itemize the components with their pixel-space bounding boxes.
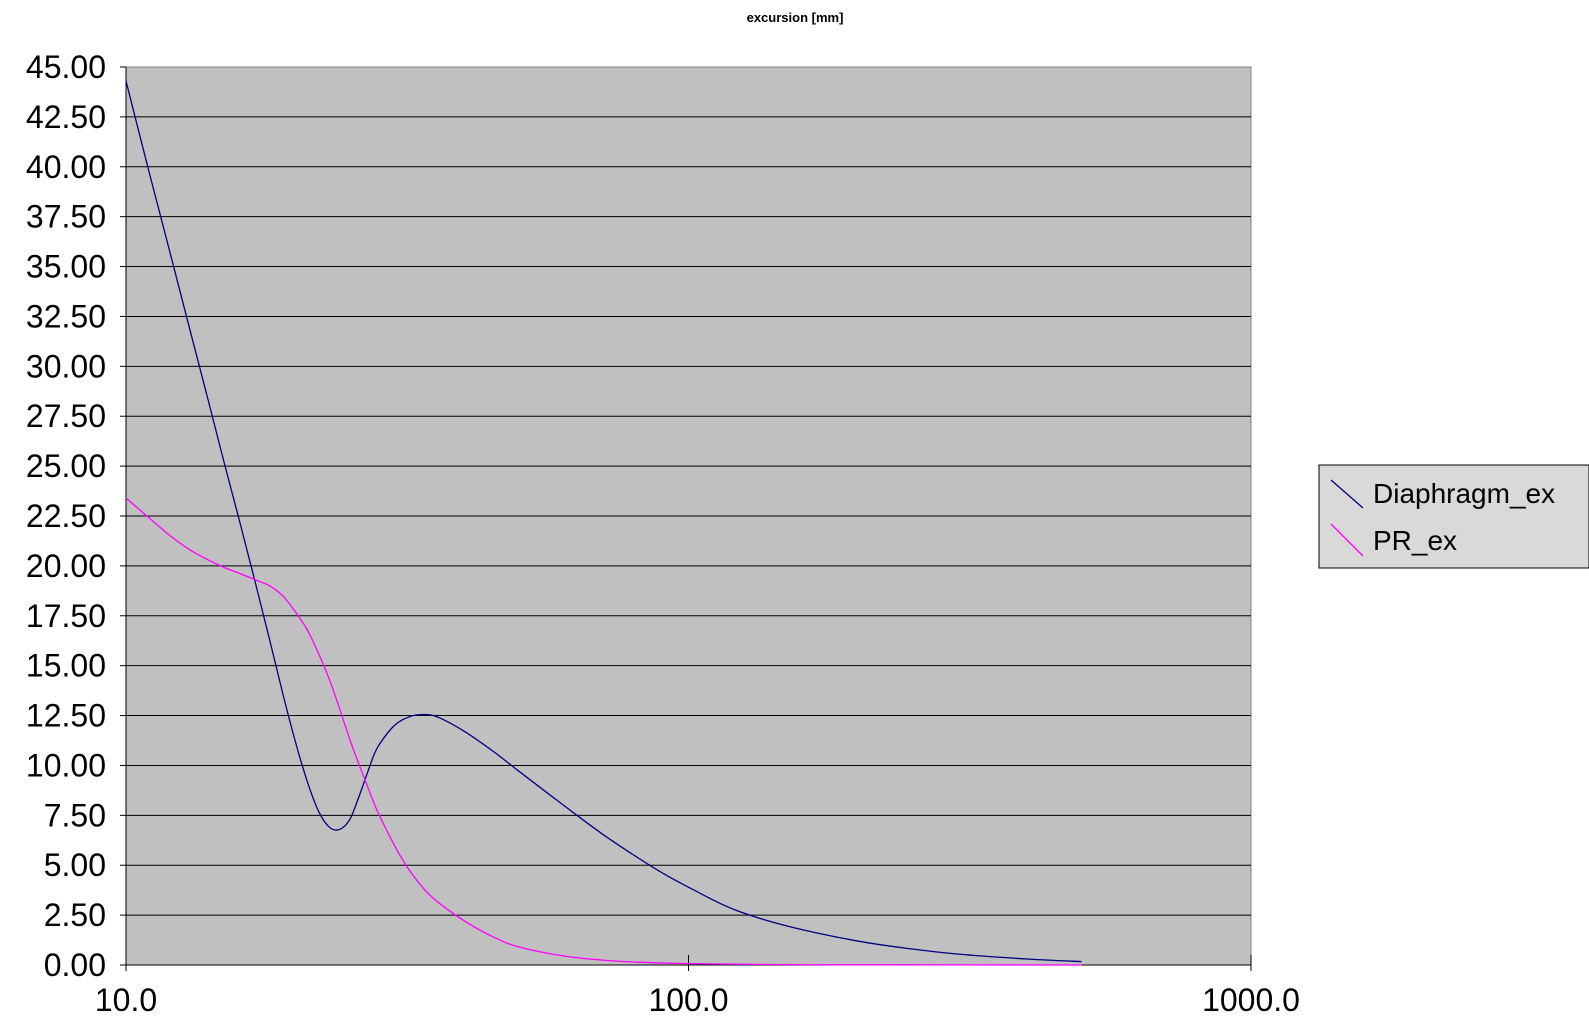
x-tick-label: 10.0 [95,982,157,1018]
legend-swatch-diaphragm [1330,479,1364,509]
y-tick-label: 10.00 [26,747,106,783]
y-tick-label: 12.50 [26,698,106,734]
y-tick-label: 30.00 [26,348,106,384]
legend-label-diaphragm: Diaphragm_ex [1373,478,1555,509]
x-tick-label: 1000.0 [1202,982,1300,1018]
series-lines [125,80,1082,966]
series-line-pr-ex [125,497,1082,966]
y-tick-label: 7.50 [44,797,106,833]
y-tick-label: 35.00 [26,249,106,285]
y-tick-label: 15.00 [26,648,106,684]
y-tick-label: 45.00 [26,49,106,85]
y-tick-label: 25.00 [26,448,106,484]
y-tick-label: 5.00 [44,847,106,883]
legend-swatch-pr [1330,523,1364,557]
gridlines [126,116,1251,916]
y-tick-label: 27.50 [26,398,106,434]
y-tick-label: 40.00 [26,149,106,185]
legend-label-pr: PR_ex [1373,525,1457,556]
y-tick-label: 17.50 [26,598,106,634]
y-tick-label: 0.00 [44,947,106,983]
y-tick-label: 37.50 [26,199,106,235]
series-line-diaphragm-ex [125,80,1082,963]
y-tick-label: 22.50 [26,498,106,534]
y-tick-label: 2.50 [44,897,106,933]
y-tick-label: 32.50 [26,298,106,334]
x-tick-label: 100.0 [648,982,728,1018]
y-tick-label: 20.00 [26,548,106,584]
x-axis-ticks: 10.0 100.0 1000.0 [95,955,1300,1018]
legend: Diaphragm_ex PR_ex [1318,464,1589,569]
y-axis-ticks: 0.00 2.50 5.00 7.50 10.00 12.50 15.00 17.50 20.0… [26,49,126,983]
legend-box [1318,464,1589,569]
chart-title: excursion [mm] [747,10,844,25]
y-tick-label: 42.50 [26,99,106,135]
